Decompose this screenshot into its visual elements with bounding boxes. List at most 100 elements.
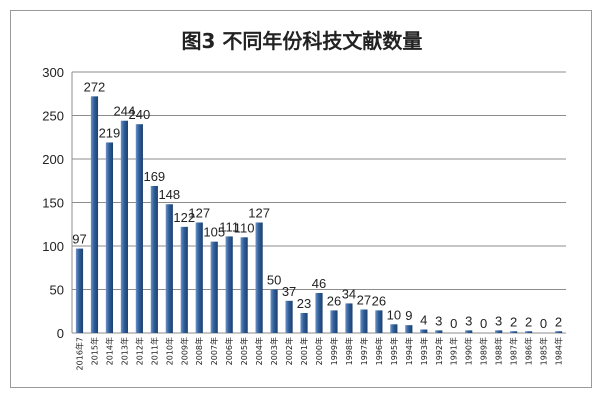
x-tick-label: 2016年7 — [74, 337, 84, 370]
x-tick-label: 1992年 — [434, 337, 444, 365]
data-label: 2 — [555, 314, 562, 329]
data-label: 244 — [114, 104, 136, 119]
data-label: 122 — [173, 210, 195, 225]
bar — [524, 331, 533, 333]
x-tick-label: 1998年 — [344, 337, 354, 365]
data-label: 2 — [510, 314, 517, 329]
data-label: 0 — [480, 316, 487, 331]
data-label: 111 — [219, 219, 239, 234]
data-label: 0 — [450, 316, 457, 331]
y-tick-label: 150 — [42, 196, 64, 211]
x-tick-label: 1990年 — [464, 337, 474, 365]
bar — [360, 309, 368, 333]
data-label: 105 — [203, 225, 225, 240]
bar — [285, 300, 293, 333]
x-tick-label: 2007年 — [209, 337, 219, 365]
data-label: 37 — [282, 284, 296, 299]
bar — [180, 226, 188, 333]
x-tick-label: 2013年 — [119, 337, 129, 365]
bar — [255, 222, 263, 333]
data-label: 240 — [129, 107, 151, 122]
data-label: 46 — [312, 276, 326, 291]
x-tick-label: 2011年 — [149, 337, 159, 365]
x-tick-label: 1994年 — [404, 337, 414, 365]
x-tick-label: 1986年 — [524, 337, 534, 365]
x-tick-label: 1985年 — [539, 337, 549, 365]
x-tick-label: 2010年 — [164, 337, 174, 365]
bar — [315, 292, 323, 333]
data-label: 127 — [188, 206, 210, 221]
x-tick-label: 1991年 — [449, 337, 459, 365]
data-label: 3 — [465, 313, 472, 328]
bar — [465, 330, 473, 333]
bar — [270, 289, 278, 333]
data-label: 219 — [99, 125, 121, 140]
data-label: 9 — [405, 308, 412, 323]
x-tick-label: 1995年 — [389, 337, 399, 365]
x-tick-label: 1999年 — [329, 337, 339, 365]
x-tick-label: 1989年 — [479, 337, 489, 365]
data-label: 26 — [327, 293, 341, 308]
data-label: 3 — [495, 313, 502, 328]
x-tick-label: 2012年 — [134, 337, 144, 365]
data-label: 97 — [72, 232, 86, 247]
bar — [135, 124, 143, 333]
bar — [405, 325, 413, 333]
bar — [195, 222, 203, 333]
y-tick-label: 100 — [42, 239, 64, 254]
bar — [375, 310, 383, 333]
bar — [120, 120, 128, 333]
bar — [225, 236, 233, 333]
bar — [435, 330, 443, 333]
data-label: 169 — [143, 169, 165, 184]
chart-title: 图3 不同年份科技文献数量 — [181, 29, 423, 53]
bar — [390, 324, 398, 333]
x-tick-label: 1996年 — [374, 337, 384, 365]
data-label: 110 — [234, 220, 255, 235]
bar — [554, 331, 563, 333]
x-tick-label: 1984年 — [554, 337, 564, 365]
x-tick-label: 1997年 — [359, 337, 369, 365]
x-tick-label: 2008年 — [194, 337, 204, 365]
x-tick-label: 2003年 — [269, 337, 279, 365]
x-tick-label: 2009年 — [179, 337, 189, 365]
data-label: 127 — [248, 206, 270, 221]
y-tick-label: 0 — [57, 326, 64, 341]
bar — [90, 96, 99, 333]
bar — [150, 185, 158, 333]
x-tick-label: 2000年 — [314, 337, 324, 365]
data-label: 3 — [435, 313, 442, 328]
bar — [300, 312, 308, 333]
data-label: 23 — [297, 296, 311, 311]
bar — [495, 330, 503, 333]
x-tick-label: 2002年 — [284, 337, 294, 365]
x-tick-label: 2005年 — [239, 337, 249, 365]
data-label: 148 — [158, 187, 180, 202]
y-tick-label: 200 — [42, 152, 64, 167]
bar — [165, 204, 173, 333]
x-tick-label: 1987年 — [509, 337, 519, 365]
data-label: 0 — [540, 316, 547, 331]
y-tick-label: 300 — [42, 65, 64, 80]
x-tick-label: 2006年 — [224, 337, 234, 365]
x-tick-label: 2015年 — [89, 337, 99, 365]
y-tick-label: 250 — [42, 109, 64, 124]
data-label: 27 — [357, 293, 371, 308]
data-label: 34 — [342, 286, 356, 301]
x-tick-label: 1993年 — [419, 337, 429, 365]
bar — [240, 237, 248, 333]
x-tick-label: 2004年 — [254, 337, 264, 365]
bar — [105, 142, 114, 333]
data-label: 50 — [267, 273, 281, 288]
bar — [345, 303, 353, 333]
data-label: 4 — [420, 313, 427, 328]
bar — [75, 248, 84, 333]
data-label: 26 — [372, 293, 386, 308]
bar — [420, 329, 428, 333]
x-tick-label: 1988年 — [494, 337, 504, 365]
bar — [330, 310, 338, 333]
data-label: 10 — [387, 307, 401, 322]
y-tick-label: 50 — [50, 283, 64, 298]
data-label: 2 — [525, 314, 532, 329]
